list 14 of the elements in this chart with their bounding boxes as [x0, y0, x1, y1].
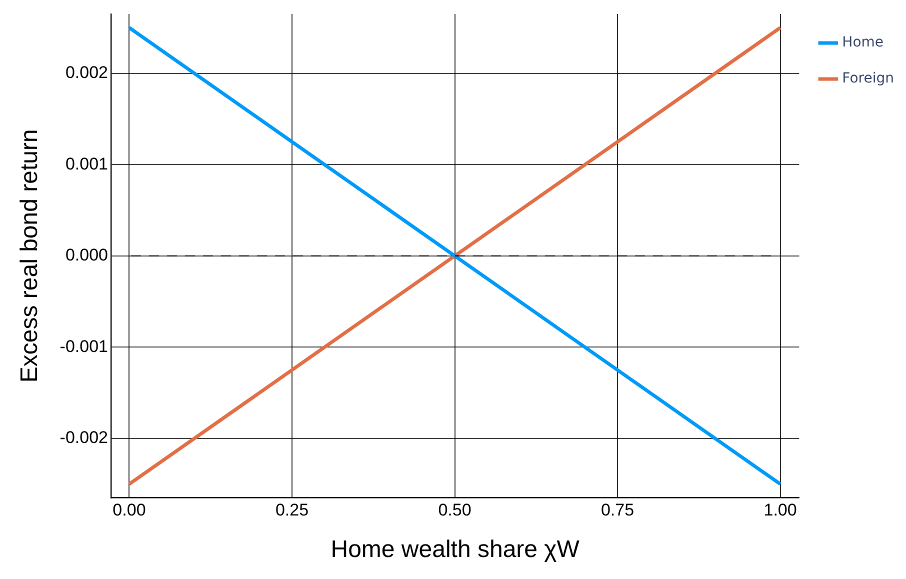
y-tick-label: 0.001: [65, 154, 108, 174]
y-tick-label: -0.001: [60, 336, 108, 356]
x-tick-label: 0.75: [600, 500, 634, 520]
legend-label: Home: [842, 34, 884, 51]
x-tick-label: 0.25: [275, 500, 309, 520]
x-tick-label: 1.00: [764, 500, 797, 520]
legend-label: Foreign: [842, 70, 894, 87]
x-tick-label: 0.50: [438, 500, 472, 520]
x-tick-label: 0.00: [112, 500, 146, 520]
y-axis-title: Excess real bond return: [16, 129, 44, 383]
y-tick-label: 0.000: [65, 246, 108, 265]
y-tick-label: -0.002: [60, 428, 108, 448]
y-tick-label: 0.002: [65, 63, 108, 82]
x-axis-title: Home wealth share χW: [330, 536, 580, 564]
